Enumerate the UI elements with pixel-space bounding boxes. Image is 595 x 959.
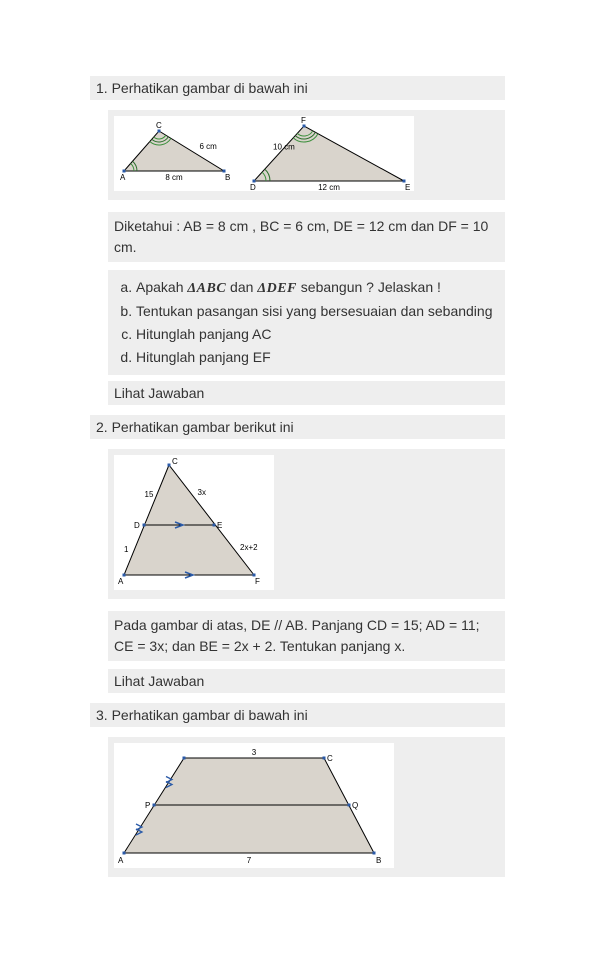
svg-text:2x+2: 2x+2 — [240, 543, 258, 552]
svg-text:3x: 3x — [198, 488, 206, 497]
svg-text:B: B — [225, 173, 230, 182]
q2-show-answer[interactable]: Lihat Jawaban — [108, 669, 505, 693]
q1-given: Diketahui : AB = 8 cm , BC = 6 cm, DE = … — [108, 212, 505, 262]
q1-subquestions: Apakah ΔABC dan ΔDEF sebangun ? Jelaskan… — [108, 270, 505, 375]
svg-text:E: E — [217, 521, 222, 530]
svg-text:A: A — [118, 856, 124, 865]
q1-sub-b: Tentukan pasangan sisi yang bersesuaian … — [136, 300, 497, 323]
svg-text:1: 1 — [124, 545, 129, 554]
svg-text:6 cm: 6 cm — [200, 142, 218, 151]
svg-text:E: E — [405, 183, 410, 191]
svg-text:7: 7 — [247, 856, 252, 865]
q3-figure: A B C P Q 3 7 — [108, 737, 505, 877]
svg-text:A: A — [118, 577, 124, 586]
svg-text:15: 15 — [145, 490, 154, 499]
svg-text:P: P — [145, 801, 150, 810]
svg-text:D: D — [250, 183, 256, 191]
q2-figure: C A F D E 15 1 3x 2x+2 — [108, 449, 505, 599]
q2-title: 2. Perhatikan gambar berikut ini — [90, 415, 505, 439]
q1-sub-a: Apakah ΔABC dan ΔDEF sebangun ? Jelaskan… — [136, 276, 497, 300]
svg-text:D: D — [134, 521, 140, 530]
triangle-def: ΔDEF — [257, 281, 297, 296]
svg-text:A: A — [120, 173, 126, 182]
svg-text:B: B — [376, 856, 381, 865]
q1-sub-c: Hitunglah panjang AC — [136, 323, 497, 346]
q1-show-answer[interactable]: Lihat Jawaban — [108, 381, 505, 405]
q1-figure: A B C 8 cm 6 cm D E F 12 cm 10 cm — [108, 110, 505, 200]
q1-sub-d: Hitunglah panjang EF — [136, 346, 497, 369]
q2-desc: Pada gambar di atas, DE // AB. Panjang C… — [108, 611, 505, 661]
svg-text:3: 3 — [252, 748, 257, 757]
svg-text:8 cm: 8 cm — [165, 173, 183, 182]
q3-title: 3. Perhatikan gambar di bawah ini — [90, 703, 505, 727]
svg-text:C: C — [327, 754, 333, 763]
svg-text:10 cm: 10 cm — [273, 143, 295, 152]
q1-title: 1. Perhatikan gambar di bawah ini — [90, 76, 505, 100]
svg-text:C: C — [172, 457, 178, 466]
triangle-abc: ΔABC — [187, 281, 226, 296]
svg-text:12 cm: 12 cm — [318, 183, 340, 191]
svg-text:F: F — [255, 577, 260, 586]
svg-text:F: F — [301, 116, 306, 125]
svg-text:Q: Q — [352, 801, 358, 810]
svg-text:C: C — [156, 121, 162, 130]
